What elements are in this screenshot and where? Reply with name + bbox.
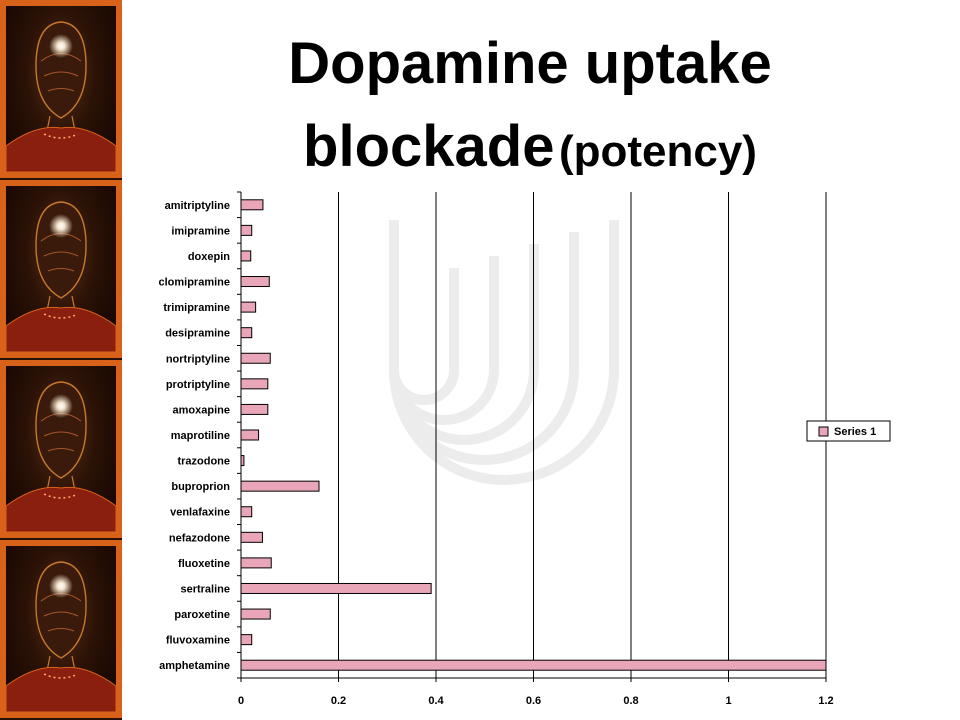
bar-chart: 0 0.2 0.4 0.6 0.8 1 1.2 amitriptyline imipramine…: [158, 191, 891, 707]
bar-trazodone: [240, 455, 245, 467]
category-label-buproprion: buproprion: [171, 481, 230, 493]
category-label-imipramine: imipramine: [171, 225, 230, 237]
bar-nortriptyline: [240, 352, 271, 364]
bar-desipramine: [240, 327, 253, 339]
head-icon: [5, 561, 117, 713]
watermark-arc: [389, 268, 459, 405]
glowing-head-illustration-panel: [0, 180, 122, 358]
title-line-2: blockade: [303, 114, 555, 179]
legend-swatch: [818, 426, 829, 437]
x-tick-label: 0.8: [623, 695, 638, 707]
head-icon: [5, 21, 117, 173]
bar-buproprion: [240, 480, 320, 492]
category-label-desipramine: desipramine: [165, 328, 230, 340]
category-label-amitriptyline: amitriptyline: [165, 200, 230, 212]
category-label-fluoxetine: fluoxetine: [178, 558, 230, 570]
category-label-nefazodone: nefazodone: [169, 532, 230, 544]
bar-trimipramine: [240, 301, 257, 313]
title-parenthetical: (potency): [558, 127, 757, 176]
glowing-head-illustration-panel: [0, 0, 122, 178]
category-label-nortriptyline: nortriptyline: [166, 353, 230, 365]
bar-venlafaxine: [240, 506, 253, 518]
category-label-amphetamine: amphetamine: [159, 660, 230, 672]
x-tick-label: 1: [725, 695, 731, 707]
bar-fluvoxamine: [240, 634, 253, 646]
category-label-trazodone: trazodone: [177, 456, 230, 468]
bar-paroxetine: [240, 608, 271, 620]
category-label-venlafaxine: venlafaxine: [170, 507, 230, 519]
legend-label: Series 1: [834, 426, 876, 438]
category-label-paroxetine: paroxetine: [174, 609, 230, 621]
bar-imipramine: [240, 224, 253, 236]
category-label-clomipramine: clomipramine: [158, 277, 230, 289]
category-label-fluvoxamine: fluvoxamine: [166, 635, 230, 647]
slide-title: Dopamine uptake blockade (potency): [150, 30, 910, 196]
bar-sertraline: [240, 582, 432, 594]
category-label-amoxapine: amoxapine: [173, 404, 230, 416]
glowing-head-illustration-panel: [0, 540, 122, 718]
x-tick-label: 0.4: [428, 695, 444, 707]
x-tick-label: 0.6: [526, 695, 541, 707]
side-image-strip: [0, 0, 122, 720]
bar-clomipramine: [240, 276, 270, 288]
category-label-sertraline: sertraline: [180, 583, 230, 595]
title-line-1: Dopamine uptake: [288, 31, 772, 96]
bar-protriptyline: [240, 378, 269, 390]
x-tick-label: 0.2: [331, 695, 346, 707]
category-label-doxepin: doxepin: [188, 251, 230, 263]
glowing-head-illustration-panel: [0, 360, 122, 538]
category-label-maprotiline: maprotiline: [171, 430, 230, 442]
bar-nefazodone: [240, 531, 263, 543]
bar-amitriptyline: [240, 199, 264, 211]
head-icon: [5, 381, 117, 533]
category-label-trimipramine: trimipramine: [163, 302, 230, 314]
bar-amphetamine: [240, 659, 827, 671]
bar-doxepin: [240, 250, 252, 262]
x-tick-label: 1.2: [818, 695, 833, 707]
category-label-protriptyline: protriptyline: [166, 379, 230, 391]
bar-maprotiline: [240, 429, 260, 441]
bar-fluoxetine: [240, 557, 272, 569]
head-icon: [5, 201, 117, 353]
bar-amoxapine: [240, 403, 269, 415]
x-tick-label: 0: [238, 695, 244, 707]
